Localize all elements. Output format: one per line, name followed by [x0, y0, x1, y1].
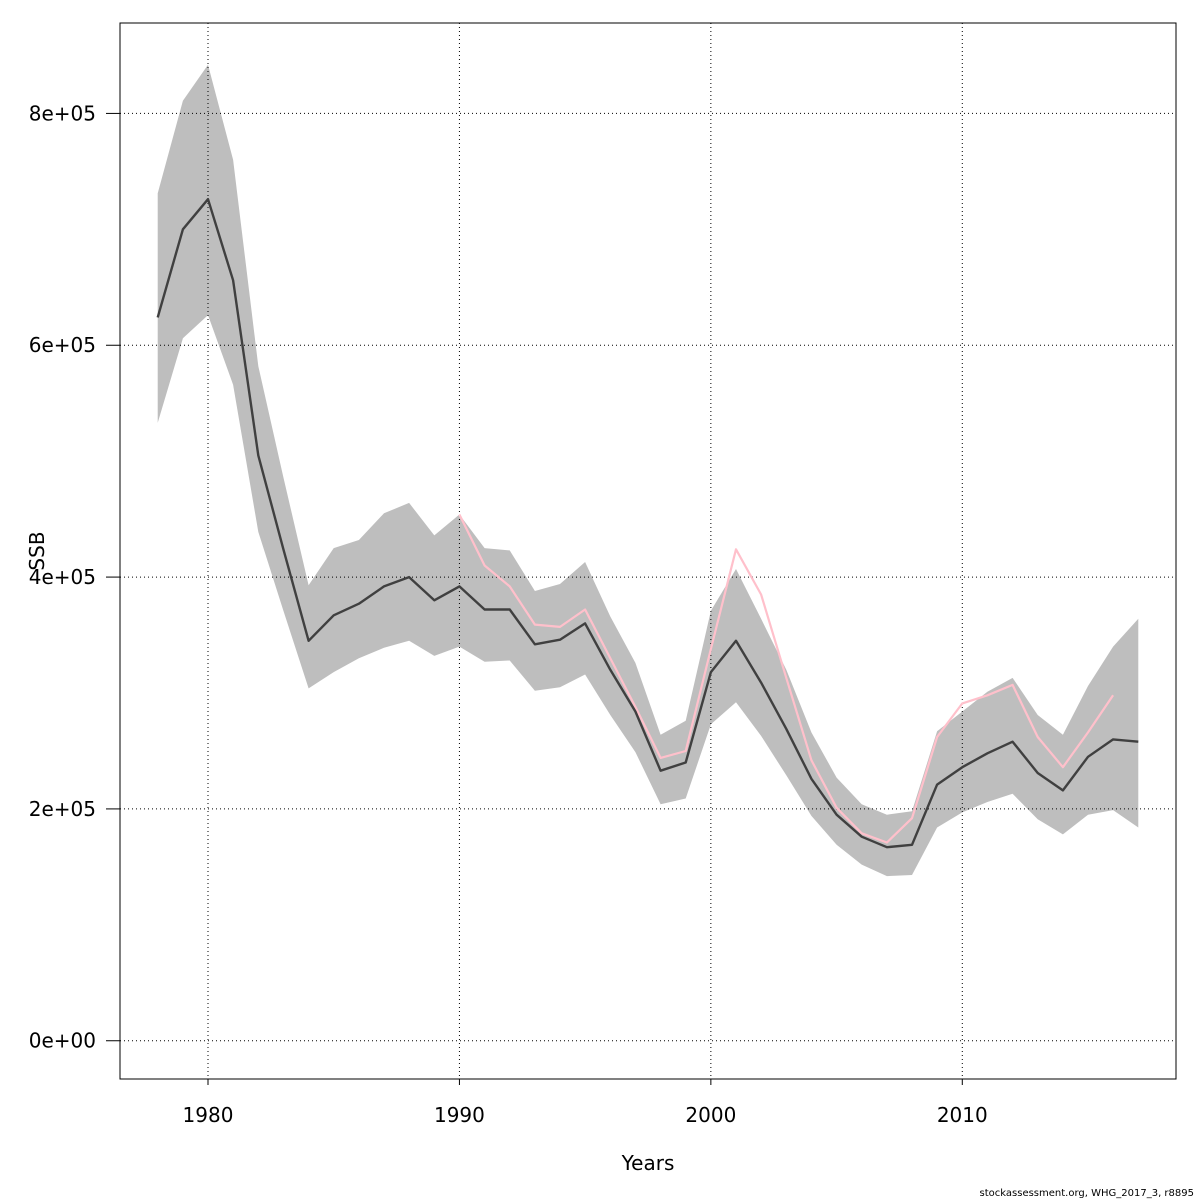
x-axis-title: Years	[621, 1151, 675, 1175]
y-tick-label: 2e+05	[29, 797, 96, 821]
grid	[120, 23, 1176, 1079]
y-axis: 0e+00 2e+05 4e+05 6e+05 8e+05	[29, 101, 120, 1053]
x-tick-label: 2010	[937, 1103, 988, 1127]
y-tick-label: 0e+00	[29, 1029, 96, 1053]
y-tick-label: 6e+05	[29, 333, 96, 357]
retro-line	[458, 514, 1115, 844]
x-axis: 1980 1990 2000 2010	[183, 1079, 988, 1127]
source-footnote: stockassessment.org, WHG_2017_3, r8895	[979, 1188, 1194, 1199]
x-tick-label: 2000	[685, 1103, 736, 1127]
x-tick-label: 1980	[183, 1103, 234, 1127]
y-axis-title: SSB	[25, 531, 49, 570]
confidence-band	[157, 64, 1139, 877]
series-layer	[156, 197, 1139, 849]
y-tick-label: 8e+05	[29, 101, 96, 125]
y-tick-label: 4e+05	[29, 565, 96, 589]
confidence-band-layer	[157, 64, 1139, 877]
plot-frame	[119, 22, 1177, 1080]
estimate-line	[156, 197, 1139, 849]
x-tick-label: 1990	[434, 1103, 485, 1127]
